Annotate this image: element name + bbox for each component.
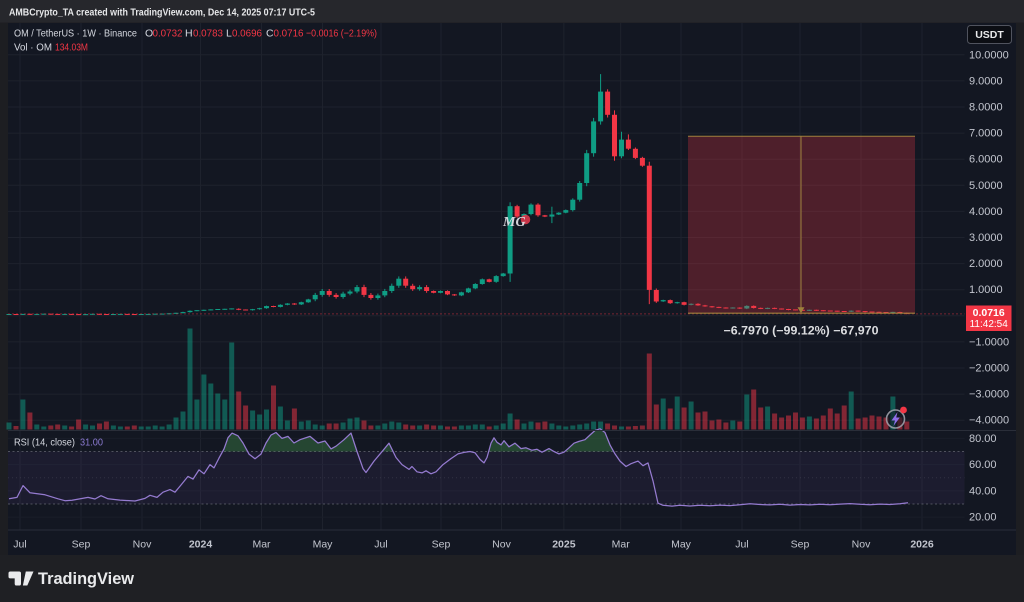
svg-text:9.0000: 9.0000 — [969, 75, 1003, 87]
svg-text:0.0696: 0.0696 — [232, 28, 262, 40]
svg-text:−0.0016 (−2.19%): −0.0016 (−2.19%) — [306, 28, 377, 40]
svg-text:Vol · OM: Vol · OM — [14, 42, 52, 54]
svg-text:4.0000: 4.0000 — [969, 206, 1003, 218]
svg-text:2.0000: 2.0000 — [969, 258, 1003, 270]
svg-text:Sep: Sep — [791, 539, 810, 551]
svg-text:20.00: 20.00 — [969, 512, 997, 524]
svg-text:2024: 2024 — [189, 539, 213, 551]
svg-text:OM / TetherUS · 1W · Binance: OM / TetherUS · 1W · Binance — [14, 28, 137, 40]
svg-text:May: May — [313, 539, 334, 551]
svg-text:3.0000: 3.0000 — [969, 232, 1003, 244]
svg-text:5.0000: 5.0000 — [969, 180, 1003, 192]
svg-text:Jul: Jul — [735, 539, 748, 551]
svg-text:Nov: Nov — [852, 539, 871, 551]
svg-text:Mar: Mar — [612, 539, 631, 551]
svg-text:7.0000: 7.0000 — [969, 128, 1003, 140]
svg-text:−6.7970 (−99.12%) −67,970: −6.7970 (−99.12%) −67,970 — [724, 326, 879, 338]
svg-text:H: H — [185, 28, 193, 40]
svg-text:Sep: Sep — [432, 539, 451, 551]
svg-text:May: May — [671, 539, 692, 551]
svg-text:1.0000: 1.0000 — [969, 284, 1003, 296]
svg-text:2026: 2026 — [910, 539, 934, 551]
svg-text:80.00: 80.00 — [969, 433, 997, 445]
svg-text:0.0783: 0.0783 — [193, 28, 223, 40]
svg-text:MG: MG — [502, 215, 526, 230]
svg-text:USDT: USDT — [975, 29, 1004, 41]
svg-text:RSI (14, close): RSI (14, close) — [14, 437, 75, 449]
svg-text:TradingView: TradingView — [38, 570, 134, 588]
svg-text:−1.0000: −1.0000 — [969, 336, 1009, 348]
svg-text:60.00: 60.00 — [969, 459, 997, 471]
svg-text:10.0000: 10.0000 — [969, 49, 1009, 61]
svg-text:−2.0000: −2.0000 — [969, 363, 1009, 375]
svg-text:6.0000: 6.0000 — [969, 154, 1003, 166]
svg-text:0.0716: 0.0716 — [973, 307, 1005, 319]
svg-text:31.00: 31.00 — [80, 437, 103, 449]
svg-text:C: C — [266, 28, 274, 40]
svg-text:Mar: Mar — [252, 539, 271, 551]
svg-text:−4.0000: −4.0000 — [969, 415, 1009, 427]
svg-text:Sep: Sep — [72, 539, 91, 551]
svg-text:134.03M: 134.03M — [55, 42, 88, 54]
svg-text:8.0000: 8.0000 — [969, 102, 1003, 114]
svg-text:0.0716: 0.0716 — [274, 28, 304, 40]
svg-text:0.0732: 0.0732 — [153, 28, 183, 40]
svg-text:AMBCrypto_TA created with Trad: AMBCrypto_TA created with TradingView.co… — [9, 7, 315, 19]
svg-text:O: O — [145, 28, 153, 40]
svg-text:Jul: Jul — [13, 539, 26, 551]
svg-text:40.00: 40.00 — [969, 485, 997, 497]
svg-text:Nov: Nov — [133, 539, 152, 551]
svg-text:L: L — [226, 28, 232, 40]
svg-text:2025: 2025 — [552, 539, 576, 551]
svg-text:Jul: Jul — [374, 539, 387, 551]
svg-text:−3.0000: −3.0000 — [969, 389, 1009, 401]
svg-text:11:42:54: 11:42:54 — [970, 319, 1009, 330]
svg-text:Nov: Nov — [492, 539, 511, 551]
